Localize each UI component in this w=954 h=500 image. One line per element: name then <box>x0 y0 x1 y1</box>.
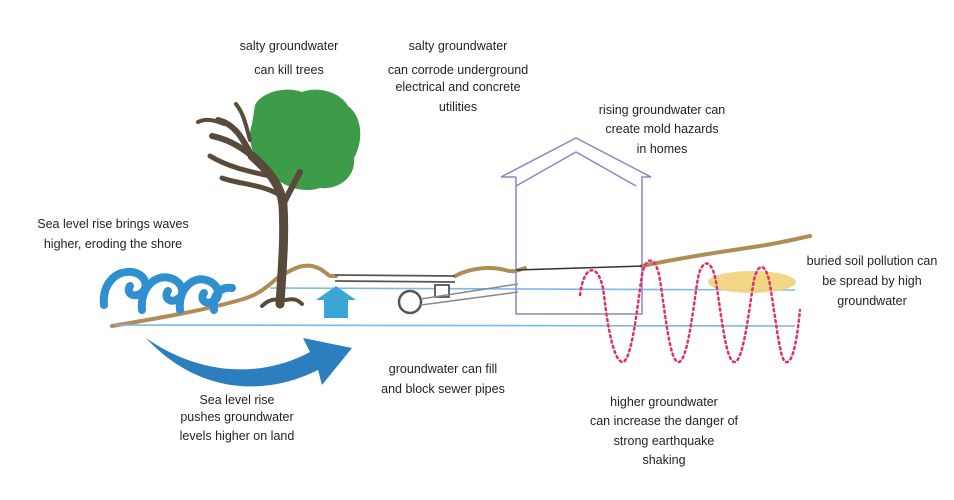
waves-icon <box>99 267 236 314</box>
caption-sea-level-line-2: pushes groundwater <box>180 410 293 424</box>
caption-pollution: buried soil pollution can be spread by h… <box>807 254 938 308</box>
caption-sea-level-line-3: levels higher on land <box>180 429 295 443</box>
sewer-pipe-icon <box>334 274 519 315</box>
caption-trees: salty groundwater can kill trees <box>240 39 339 77</box>
groundwater-line-low <box>114 324 796 327</box>
house-icon <box>500 137 652 315</box>
caption-mold-line-1: rising groundwater can <box>599 103 726 117</box>
caption-earthquake-line-2: can increase the danger of <box>590 414 739 428</box>
caption-earthquake-line-1: higher groundwater <box>610 395 718 409</box>
groundwater-rise-arrow-icon <box>316 286 356 318</box>
caption-waves-line-1: Sea level rise brings waves <box>37 217 188 231</box>
caption-sewer: groundwater can fill and block sewer pip… <box>381 362 505 396</box>
caption-sewer-line-2: and block sewer pipes <box>381 382 505 396</box>
earthquake-shaking-wave-icon <box>578 259 802 364</box>
caption-utilities-line-1: salty groundwater <box>409 39 508 53</box>
caption-utilities-line-2: can corrode underground <box>388 63 528 77</box>
caption-sea-level-line-1: Sea level rise <box>199 393 274 407</box>
caption-mold-line-2: create mold hazards <box>605 122 718 136</box>
caption-pollution-line-1: buried soil pollution can <box>807 254 938 268</box>
caption-utilities-line-3: electrical and concrete <box>395 80 520 94</box>
groundwater-line-high <box>269 287 796 291</box>
caption-utilities-line-4: utilities <box>439 100 477 114</box>
caption-sea-level: Sea level rise pushes groundwater levels… <box>180 393 295 443</box>
caption-waves: Sea level rise brings waves higher, erod… <box>37 217 188 251</box>
tree-icon <box>196 89 361 309</box>
caption-earthquake: higher groundwater can increase the dang… <box>590 395 739 467</box>
sea-level-push-arrow-icon <box>146 338 352 387</box>
buried-pollution-blob <box>708 271 796 293</box>
caption-pollution-line-3: groundwater <box>837 294 907 308</box>
caption-utilities: salty groundwater can corrode undergroun… <box>388 39 528 114</box>
caption-mold: rising groundwater can create mold hazar… <box>599 103 726 156</box>
caption-mold-line-3: in homes <box>637 142 688 156</box>
caption-trees-line-2: can kill trees <box>254 63 323 77</box>
caption-earthquake-line-3: strong earthquake <box>614 434 715 448</box>
caption-earthquake-line-4: shaking <box>642 453 685 467</box>
caption-sewer-line-1: groundwater can fill <box>389 362 497 376</box>
caption-trees-line-1: salty groundwater <box>240 39 339 53</box>
caption-pollution-line-2: be spread by high <box>822 274 921 288</box>
caption-waves-line-2: higher, eroding the shore <box>44 237 182 251</box>
